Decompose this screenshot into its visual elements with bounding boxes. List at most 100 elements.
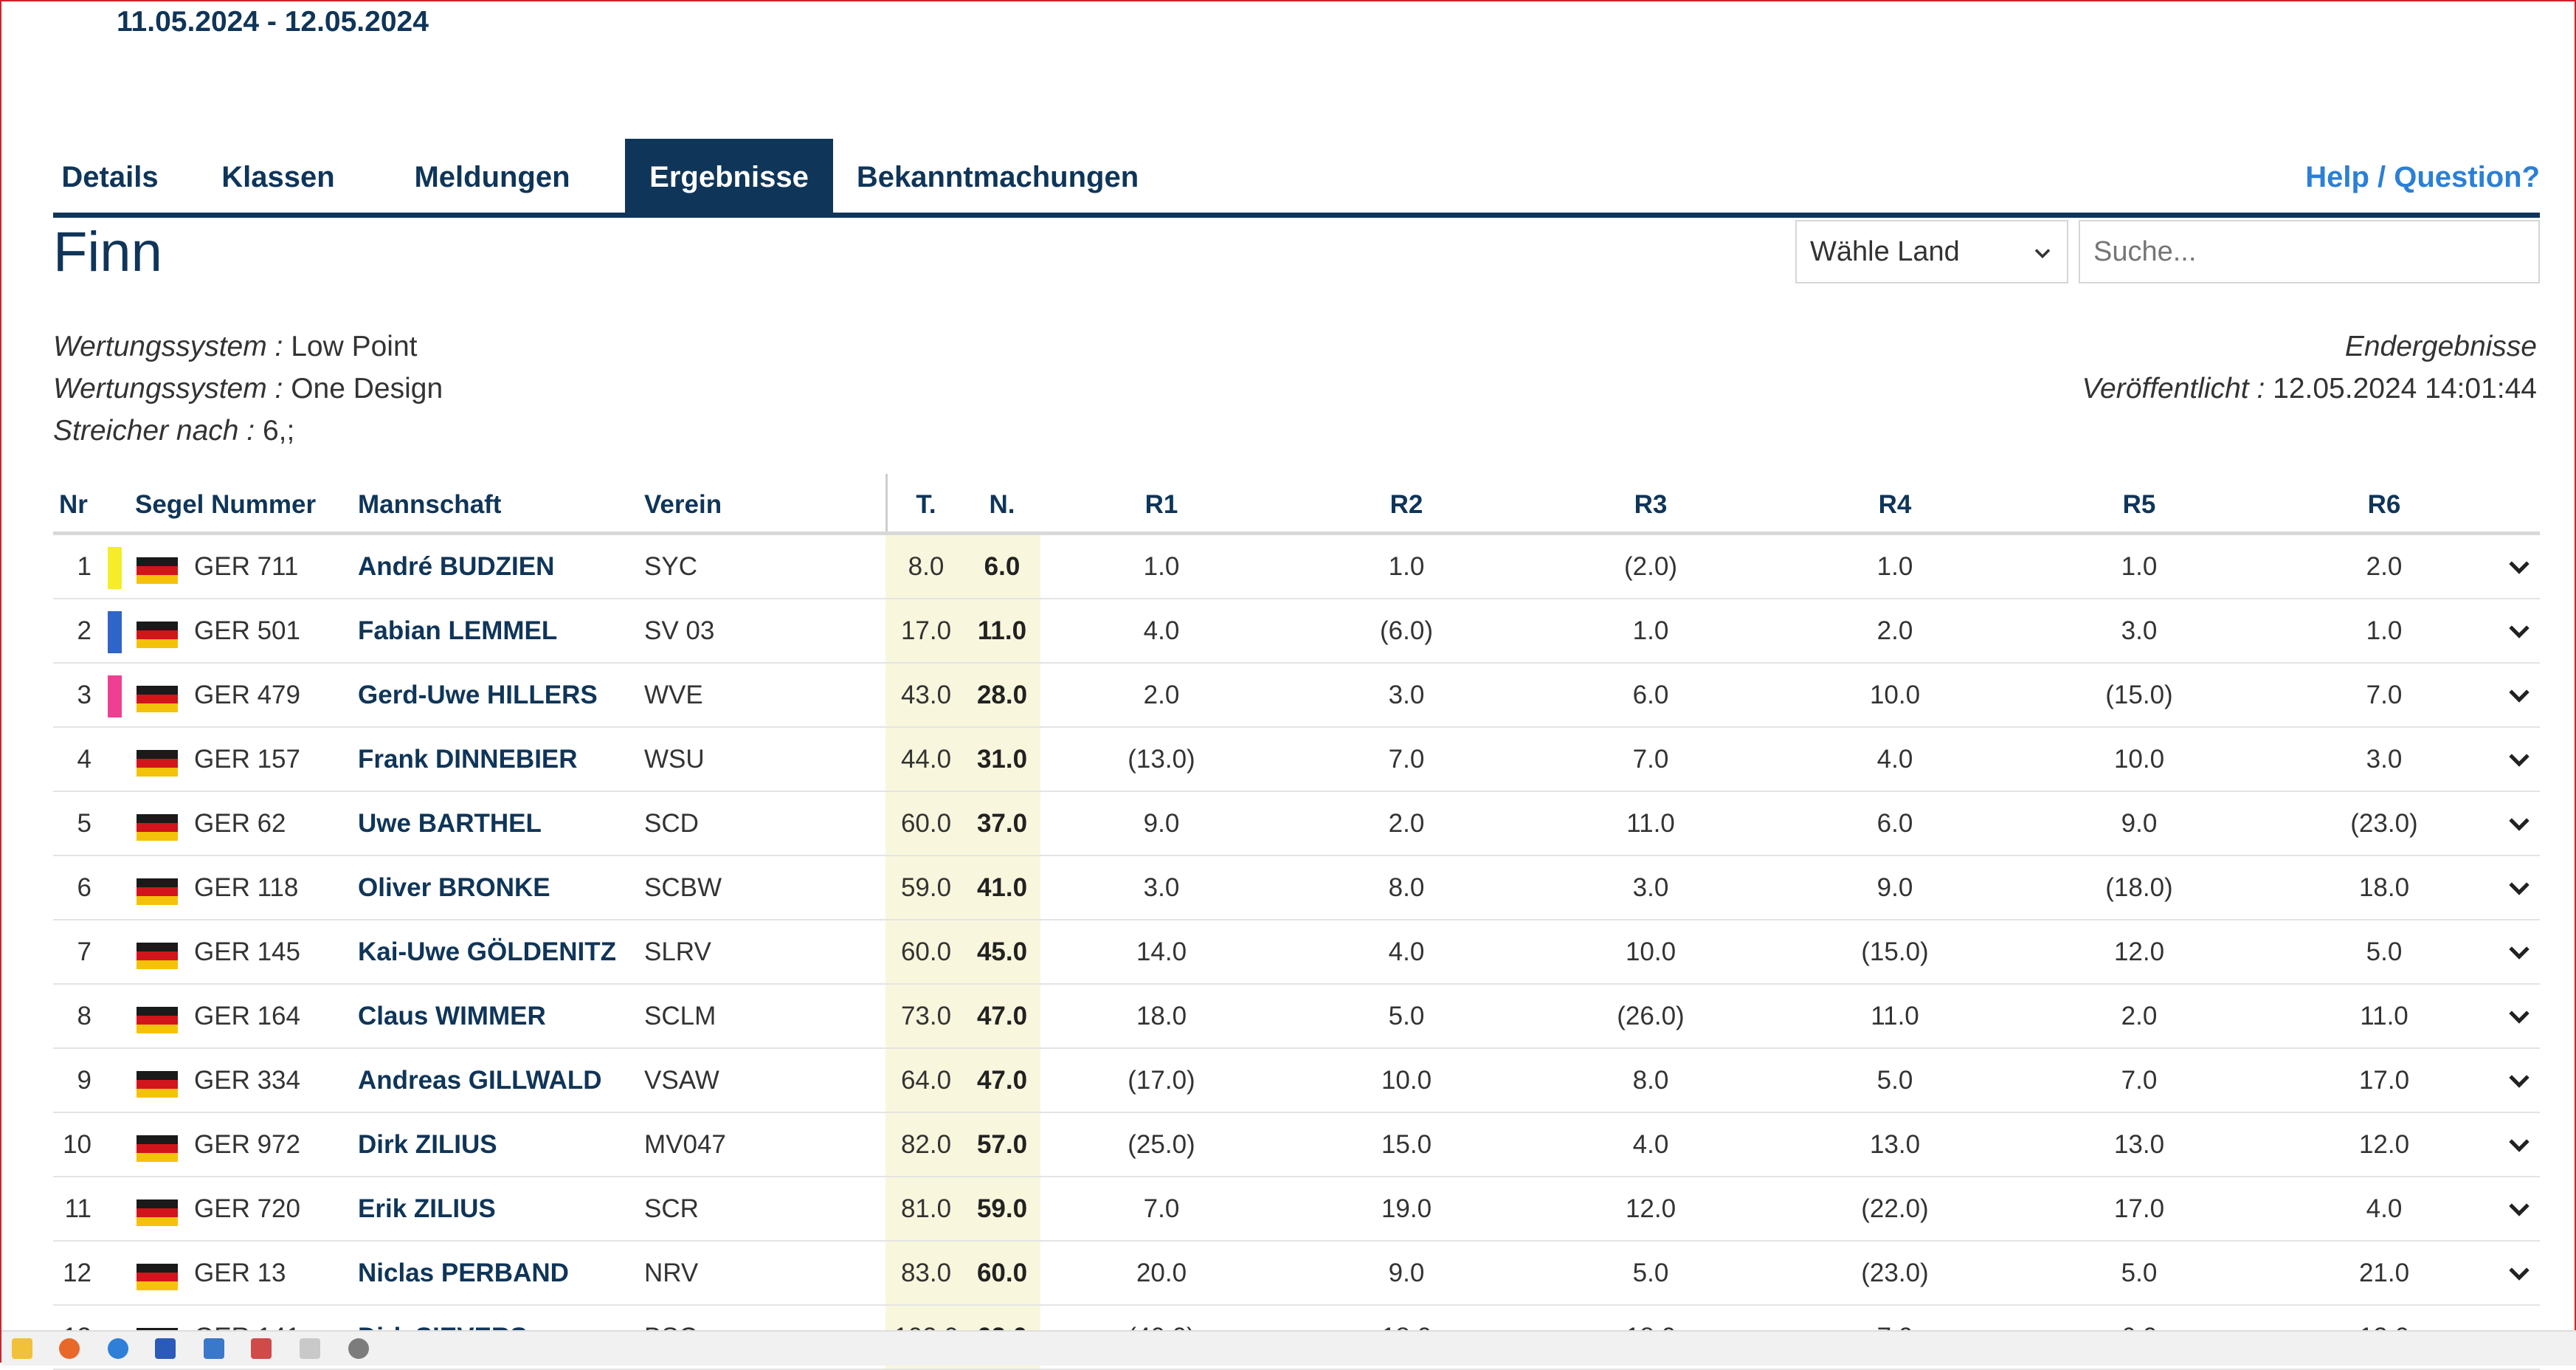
table-row[interactable]: 4 GER 157 Frank DINNEBIER WSU 44.0 31.0 (13.0)… [53,728,2540,792]
app-icon[interactable] [204,1338,224,1359]
crew-link[interactable]: Uwe BARTHEL [358,809,542,838]
table-row[interactable]: 12 GER 13 Niclas PERBAND NRV 83.0 60.0 20.0 9.0… [53,1242,2540,1306]
chevron-down-icon[interactable] [2507,1069,2532,1094]
total-points-cell: 59.0 [900,873,952,902]
race-6-cell: 17.0 [2358,1066,2410,1095]
race-2-cell: 9.0 [1388,1259,1425,1287]
chevron-down-icon[interactable] [2507,1005,2532,1030]
crew-link[interactable]: Gerd-Uwe HILLERS [358,681,598,709]
crew-link[interactable]: Frank DINNEBIER [358,745,578,774]
crew-link[interactable]: Andreas GILLWALD [358,1066,602,1095]
total-points-cell: 8.0 [908,552,945,581]
race-4-cell: 2.0 [1876,616,1913,645]
race-6-cell: 12.0 [2358,1130,2410,1159]
net-points-cell: 59.0 [976,1194,1028,1223]
table-row[interactable]: 8 GER 164 Claus WIMMER SCLM 73.0 47.0 18.0 5.0 (… [53,985,2540,1049]
chevron-down-icon[interactable] [2507,1133,2532,1158]
search-input[interactable] [2079,220,2540,283]
net-points-cell: 60.0 [976,1259,1028,1287]
race-5-cell: 1.0 [2121,552,2158,581]
table-row[interactable]: 5 GER 62 Uwe BARTHEL SCD 60.0 37.0 9.0 2.0 11.0 6… [53,792,2540,856]
race-3-cell: (26.0) [1617,1002,1685,1030]
edge-icon[interactable] [108,1338,128,1359]
crew-link[interactable]: Erik ZILIUS [358,1194,496,1223]
country-select[interactable]: Wähle Land [1795,220,2068,283]
medal-bar [108,611,122,653]
table-row[interactable]: 2 GER 501 Fabian LEMMEL SV 03 17.0 11.0 4.0 (6.… [53,599,2540,664]
header-total[interactable]: T. [916,490,936,519]
points-highlight [885,920,1040,983]
table-row[interactable]: 6 GER 118 Oliver BRONKE SCBW 59.0 41.0 3.0 8.0 3… [53,856,2540,920]
header-r4[interactable]: R4 [1878,490,1912,519]
club-cell: SCLM [644,1002,716,1030]
race-1-cell: 1.0 [1143,552,1180,581]
race-6-cell: 3.0 [2366,745,2403,774]
tab-ergebnisse[interactable]: Ergebnisse [625,139,833,216]
club-cell: WVE [644,681,703,709]
race-4-cell: 1.0 [1876,552,1913,581]
crew-link[interactable]: André BUDZIEN [358,552,555,581]
table-row[interactable]: 7 GER 145 Kai-Uwe GÖLDENITZ SLRV 60.0 45.0 14.… [53,920,2540,985]
file-explorer-icon[interactable] [12,1338,32,1359]
header-r1[interactable]: R1 [1144,490,1178,519]
crew-link[interactable]: Niclas PERBAND [358,1259,569,1287]
header-r3[interactable]: R3 [1634,490,1668,519]
crew-link[interactable]: Claus WIMMER [358,1002,546,1030]
crew-link[interactable]: Oliver BRONKE [358,873,550,902]
tab-details[interactable]: Details [61,160,159,193]
race-4-cell: 4.0 [1876,745,1913,774]
chevron-down-icon[interactable] [2507,876,2532,901]
snipping-tool-icon[interactable] [251,1338,272,1359]
scoring-info: Wertungssystem : Low Point Wertungssyste… [53,326,443,452]
table-row[interactable]: 1 GER 711 André BUDZIEN SYC 8.0 6.0 1.0 1.0 (2.0… [53,535,2540,599]
word-icon[interactable] [155,1338,176,1359]
table-row[interactable]: 3 GER 479 Gerd-Uwe HILLERS WVE 43.0 28.0 2.0 3.… [53,664,2540,728]
chevron-down-icon[interactable] [2507,684,2532,709]
chevron-down-icon[interactable] [2507,1261,2532,1287]
settings-gear-icon[interactable] [348,1338,369,1359]
chevron-down-icon[interactable] [2507,940,2532,965]
header-net[interactable]: N. [989,490,1015,519]
points-highlight [885,599,1040,662]
chevron-down-icon [2034,249,2051,259]
table-row[interactable]: 9 GER 334 Andreas GILLWALD VSAW 64.0 47.0 (17.… [53,1049,2540,1113]
firefox-icon[interactable] [59,1338,80,1359]
crew-link[interactable]: Kai-Uwe GÖLDENITZ [358,937,617,966]
race-3-cell: 12.0 [1625,1194,1677,1223]
discard-line: Streicher nach : 6,; [53,410,443,452]
chevron-down-icon[interactable] [2507,812,2532,837]
chevron-down-icon[interactable] [2507,748,2532,773]
header-r2[interactable]: R2 [1389,490,1423,519]
header-nr[interactable]: Nr [59,490,88,519]
crew-link[interactable]: Fabian LEMMEL [358,616,558,645]
race-2-cell: 15.0 [1381,1130,1432,1159]
table-header: Nr Segel Nummer Mannschaft Verein T. N. … [53,474,2540,535]
chevron-down-icon[interactable] [2507,619,2532,644]
crew-link[interactable]: Dirk ZILIUS [358,1130,497,1159]
tab-meldungen[interactable]: Meldungen [414,160,570,193]
event-nav: Details Klassen Meldungen Ergebnisse Bek… [53,139,2540,216]
club-cell: SYC [644,552,697,581]
app-icon[interactable] [300,1338,320,1359]
rank-cell: 5 [77,809,91,838]
tab-klassen[interactable]: Klassen [221,160,335,193]
tab-bekanntmachungen[interactable]: Bekanntmachungen [856,160,1139,193]
header-r6[interactable]: R6 [2367,490,2401,519]
chevron-down-icon[interactable] [2507,555,2532,580]
chevron-down-icon[interactable] [2507,1197,2532,1222]
total-points-cell: 82.0 [900,1130,952,1159]
results-table: Nr Segel Nummer Mannschaft Verein T. N. … [53,474,2540,1370]
header-crew[interactable]: Mannschaft [358,490,502,519]
club-cell: VSAW [644,1066,719,1095]
header-sail-number[interactable]: Segel Nummer [135,490,317,519]
club-cell: MV047 [644,1130,726,1159]
race-1-cell: 3.0 [1143,873,1180,902]
net-points-cell: 37.0 [976,809,1028,838]
help-link[interactable]: Help / Question? [2305,160,2540,193]
header-club[interactable]: Verein [644,490,722,519]
points-highlight [885,792,1040,855]
header-r5[interactable]: R5 [2122,490,2156,519]
table-row[interactable]: 10 GER 972 Dirk ZILIUS MV047 82.0 57.0 (25.0) 1… [53,1113,2540,1177]
table-row[interactable]: 11 GER 720 Erik ZILIUS SCR 81.0 59.0 7.0 19.0 12… [53,1177,2540,1242]
club-cell: SCR [644,1194,699,1223]
